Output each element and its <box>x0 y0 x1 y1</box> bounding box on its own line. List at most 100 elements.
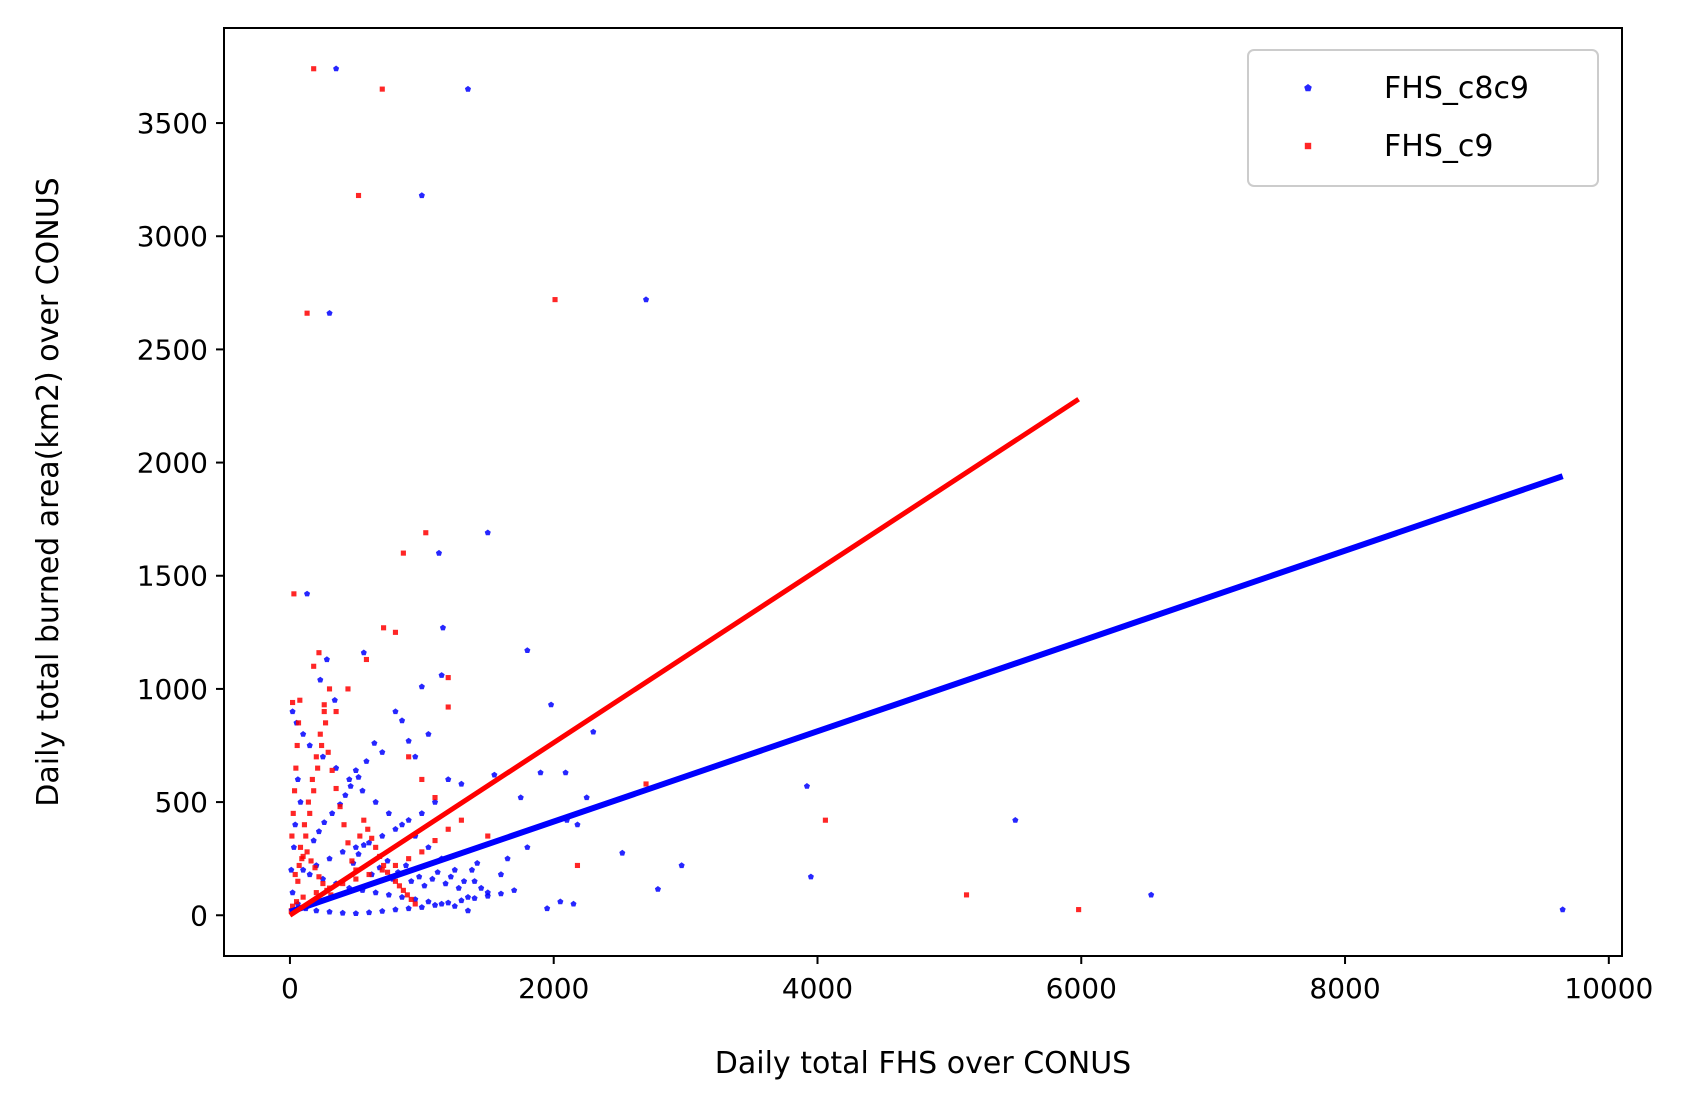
series-FHS_c9 <box>288 66 1082 914</box>
data-point <box>307 810 313 816</box>
data-point <box>352 844 359 850</box>
data-point <box>329 767 335 773</box>
data-point <box>511 887 518 893</box>
data-point <box>333 65 340 72</box>
data-point <box>451 903 458 909</box>
data-point <box>306 871 313 878</box>
data-point <box>363 758 370 764</box>
data-point <box>333 785 339 792</box>
y-tick-label: 2000 <box>137 447 208 480</box>
data-point <box>458 897 465 904</box>
data-point <box>504 855 511 862</box>
data-point <box>405 905 412 912</box>
data-point <box>678 862 685 869</box>
data-point <box>574 862 581 869</box>
data-point <box>418 810 425 816</box>
y-tick-label: 2500 <box>137 333 208 366</box>
data-point <box>323 656 330 663</box>
data-point <box>329 810 336 816</box>
data-point <box>403 862 409 869</box>
data-point <box>392 629 399 635</box>
data-point <box>372 798 379 805</box>
x-tick-label: 10000 <box>1564 972 1653 1005</box>
data-point <box>438 672 445 678</box>
data-point <box>349 858 355 864</box>
data-point <box>339 909 346 916</box>
y-tick-label: 0 <box>190 899 208 932</box>
data-point <box>366 871 372 878</box>
data-point <box>355 192 362 199</box>
plot-area <box>288 65 1566 918</box>
data-point <box>322 720 329 726</box>
data-point <box>297 844 304 850</box>
data-point <box>311 663 317 669</box>
data-point <box>352 910 359 916</box>
data-point <box>478 884 485 891</box>
data-point <box>643 296 650 303</box>
data-point <box>365 826 371 832</box>
data-point <box>300 894 306 900</box>
x-tick-label: 4000 <box>782 972 853 1005</box>
data-point <box>421 882 428 889</box>
x-tick-label: 2000 <box>518 972 589 1005</box>
x-axis-label: Daily total FHS over CONUS <box>715 1046 1131 1081</box>
data-point <box>308 858 314 864</box>
data-point <box>408 878 415 884</box>
data-point <box>458 780 465 787</box>
data-point <box>321 819 328 825</box>
data-point <box>406 856 412 862</box>
data-point <box>315 828 322 835</box>
data-point <box>289 833 295 839</box>
data-point <box>296 862 302 869</box>
data-point <box>353 876 359 882</box>
data-point <box>326 310 333 316</box>
data-point <box>379 749 386 755</box>
data-point <box>432 838 438 844</box>
data-point <box>412 901 418 907</box>
data-point <box>1148 891 1155 898</box>
data-point <box>1076 907 1082 913</box>
data-point <box>379 832 386 839</box>
data-point <box>331 697 338 703</box>
data-point <box>406 754 412 760</box>
data-point <box>311 788 317 794</box>
data-point <box>366 839 373 846</box>
fit-line-FHS_c9 <box>288 397 1080 918</box>
data-point <box>312 865 318 871</box>
data-point <box>425 731 432 737</box>
data-point <box>412 753 419 760</box>
legend-label: FHS_c8c9 <box>1384 71 1529 106</box>
data-point <box>357 833 363 839</box>
data-point <box>301 822 308 828</box>
data-point <box>399 821 406 828</box>
data-point <box>359 787 366 794</box>
data-point <box>408 896 414 902</box>
y-tick-label: 3000 <box>137 220 208 253</box>
data-point <box>341 822 347 828</box>
data-point <box>405 817 412 823</box>
data-point <box>562 769 569 776</box>
data-point <box>822 817 828 823</box>
data-point <box>320 881 326 887</box>
data-point <box>432 795 438 801</box>
legend-marker <box>1304 84 1312 92</box>
data-point <box>292 871 298 878</box>
data-point <box>345 840 351 846</box>
data-point <box>288 866 295 873</box>
data-point <box>297 697 303 703</box>
data-point <box>537 769 544 776</box>
data-point <box>399 717 406 724</box>
data-point <box>574 821 581 828</box>
data-point <box>419 849 425 855</box>
axes: 0 2000 4000 6000 8000 10000 0 500 1000 1500 2000 25… <box>137 107 1654 1005</box>
data-point <box>435 549 442 556</box>
data-point <box>1559 906 1566 913</box>
data-point <box>461 878 468 884</box>
data-point <box>384 869 391 875</box>
data-point <box>471 878 478 884</box>
data-point <box>485 833 491 839</box>
data-point <box>384 857 391 864</box>
data-point <box>304 849 310 855</box>
data-point <box>381 862 387 869</box>
data-point <box>524 844 531 850</box>
